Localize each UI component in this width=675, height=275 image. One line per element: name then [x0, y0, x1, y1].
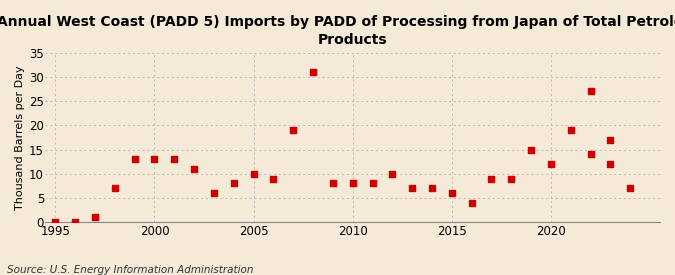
Point [466, 201, 477, 205]
Point [486, 177, 497, 181]
Point [209, 191, 219, 195]
Point [526, 147, 537, 152]
Point [268, 177, 279, 181]
Title: Annual West Coast (PADD 5) Imports by PADD of Processing from Japan of Total Pet: Annual West Coast (PADD 5) Imports by PA… [0, 15, 675, 47]
Point [50, 220, 61, 224]
Point [605, 162, 616, 166]
Point [605, 138, 616, 142]
Point [625, 186, 636, 191]
Point [367, 181, 378, 186]
Point [248, 172, 259, 176]
Point [585, 89, 596, 94]
Point [90, 215, 101, 219]
Point [446, 191, 457, 195]
Point [129, 157, 140, 161]
Point [348, 181, 358, 186]
Point [427, 186, 437, 191]
Point [387, 172, 398, 176]
Point [228, 181, 239, 186]
Point [288, 128, 298, 133]
Point [70, 220, 80, 224]
Point [149, 157, 160, 161]
Y-axis label: Thousand Barrels per Day: Thousand Barrels per Day [15, 65, 25, 210]
Point [189, 167, 200, 171]
Point [545, 162, 556, 166]
Point [407, 186, 418, 191]
Text: Source: U.S. Energy Information Administration: Source: U.S. Energy Information Administ… [7, 265, 253, 275]
Point [566, 128, 576, 133]
Point [327, 181, 338, 186]
Point [506, 177, 517, 181]
Point [308, 70, 319, 74]
Point [169, 157, 180, 161]
Point [109, 186, 120, 191]
Point [585, 152, 596, 157]
